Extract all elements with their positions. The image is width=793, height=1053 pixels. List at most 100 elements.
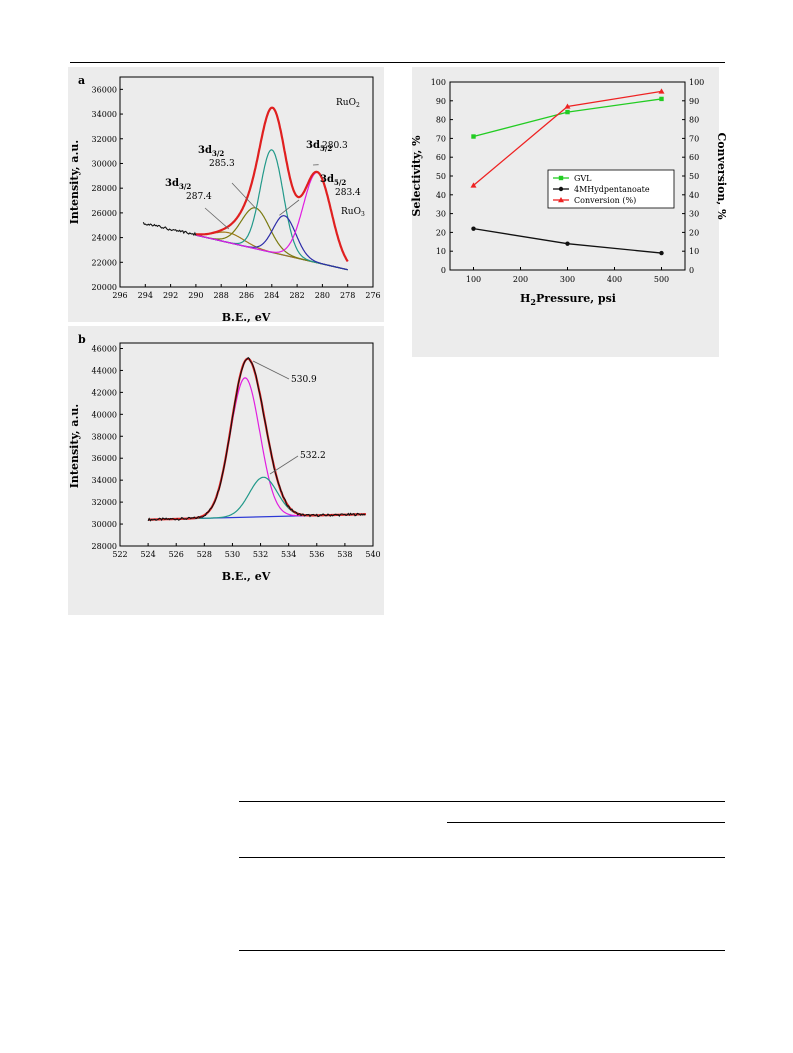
chart-c-ylabel-left: Selectivity, % (410, 135, 423, 217)
peak-annotation-label: 3d5/2 (306, 140, 332, 153)
annotation-arrow (279, 199, 300, 216)
annotation-arrow (204, 207, 230, 230)
data-point (471, 134, 476, 139)
y-tick-label: 34000 (92, 110, 117, 119)
x-tick-label: 296 (112, 291, 127, 300)
y-tick-label-left: 40 (436, 191, 446, 200)
annotation-arrow (231, 182, 256, 209)
measured-spectrum (147, 356, 366, 522)
peak-annotation-value: 283.4 (335, 188, 361, 198)
y-tick-label-left: 100 (431, 78, 446, 87)
y-tick-label-left: 20 (436, 228, 446, 237)
x-tick-label: 540 (365, 550, 380, 559)
species-label: RuO2 (336, 98, 360, 109)
x-tick-label: 530 (225, 550, 240, 559)
data-point (470, 182, 477, 188)
species-label: RuO3 (341, 207, 365, 218)
x-tick-label: 276 (365, 291, 380, 300)
peak-annotation-label: 530.9 (291, 375, 317, 385)
x-tick-label: 400 (607, 275, 622, 284)
envelope-curve (195, 106, 349, 262)
peak-annotation-label: 3d5/2 (320, 174, 346, 187)
table-sub-rule (447, 822, 725, 823)
y-tick-label: 32000 (92, 135, 117, 144)
data-point (659, 96, 664, 102)
legend-marker (558, 175, 564, 181)
peak-annotation-value: 280.3 (322, 141, 348, 151)
legend-marker (558, 197, 564, 203)
data-point (658, 88, 665, 94)
x-tick-label: 290 (188, 291, 203, 300)
x-tick-label: 522 (112, 550, 127, 559)
x-tick-label: 278 (340, 291, 355, 300)
legend-label: GVL (574, 174, 592, 183)
x-tick-label: 538 (337, 550, 352, 559)
x-tick-label: 300 (560, 275, 575, 284)
y-tick-label-right: 50 (689, 172, 699, 181)
x-tick-label: 288 (214, 291, 229, 300)
y-tick-label: 44000 (92, 366, 117, 375)
x-tick-label: 280 (315, 291, 330, 300)
table-bottom-rule (239, 950, 725, 951)
y-tick-label-right: 60 (689, 153, 699, 162)
y-tick-label: 32000 (92, 498, 117, 507)
annotation-arrow (252, 360, 290, 380)
series-line-1 (473, 227, 662, 254)
y-tick-label: 20000 (92, 283, 117, 292)
y-tick-label-right: 30 (689, 210, 699, 219)
y-tick-label-right: 0 (689, 266, 694, 275)
y-tick-label: 38000 (92, 432, 117, 441)
y-tick-label: 46000 (92, 344, 117, 353)
y-tick-label: 24000 (92, 234, 117, 243)
data-point (565, 109, 570, 115)
x-tick-label: 284 (264, 291, 279, 300)
chart-b-frame (119, 342, 374, 547)
chart-a-ylabel: Intensity, a.u. (68, 140, 81, 224)
table-top-rule (239, 801, 725, 802)
measured-spectrum (142, 222, 197, 237)
y-tick-label-left: 80 (436, 116, 446, 125)
y-tick-label: 34000 (92, 476, 117, 485)
y-tick-label-left: 60 (436, 153, 446, 162)
y-tick-label: 36000 (92, 85, 117, 94)
chart-c-ylabel-right: Conversion, % (715, 132, 728, 220)
peak-annotation-label: 532.2 (300, 451, 326, 461)
x-tick-label: 532 (253, 550, 268, 559)
y-tick-label: 36000 (92, 454, 117, 463)
y-tick-label-left: 70 (436, 134, 446, 143)
figure-b-panel (68, 326, 384, 615)
y-tick-label: 30000 (92, 159, 117, 168)
x-tick-label: 528 (197, 550, 212, 559)
legend-label: 4MHydpentanoate (574, 185, 650, 194)
chart-c-xlabel: H2Pressure, psi (520, 292, 616, 307)
data-point (564, 103, 571, 109)
y-tick-label-left: 0 (441, 266, 446, 275)
peak-annotation-value: 285.3 (209, 159, 235, 169)
x-tick-label: 500 (654, 275, 669, 284)
x-tick-label: 294 (138, 291, 153, 300)
x-tick-label: 100 (466, 275, 481, 284)
y-tick-label: 42000 (92, 388, 117, 397)
panel-label-a: a (78, 74, 85, 87)
y-tick-label: 26000 (92, 209, 117, 218)
x-tick-label: 200 (513, 275, 528, 284)
peak-annotation-label: 3d3/2 (165, 178, 191, 191)
annotation-arrow (269, 455, 299, 475)
y-tick-label-right: 90 (689, 97, 699, 106)
legend-marker (558, 186, 564, 192)
y-tick-label: 40000 (92, 410, 117, 419)
y-tick-label-left: 30 (436, 210, 446, 219)
y-tick-label: 28000 (92, 542, 117, 551)
data-point (659, 250, 664, 256)
y-tick-label-left: 50 (436, 172, 446, 181)
chart-c-legend: GVL 4MHydpentanoate Conversion (%) (547, 169, 675, 209)
x-tick-label: 536 (309, 550, 324, 559)
page-top-rule (70, 62, 725, 63)
x-tick-label: 534 (281, 550, 296, 559)
y-tick-label: 30000 (92, 520, 117, 529)
x-tick-label: 526 (169, 550, 184, 559)
y-tick-label-right: 70 (689, 134, 699, 143)
y-tick-label-right: 100 (689, 78, 704, 87)
